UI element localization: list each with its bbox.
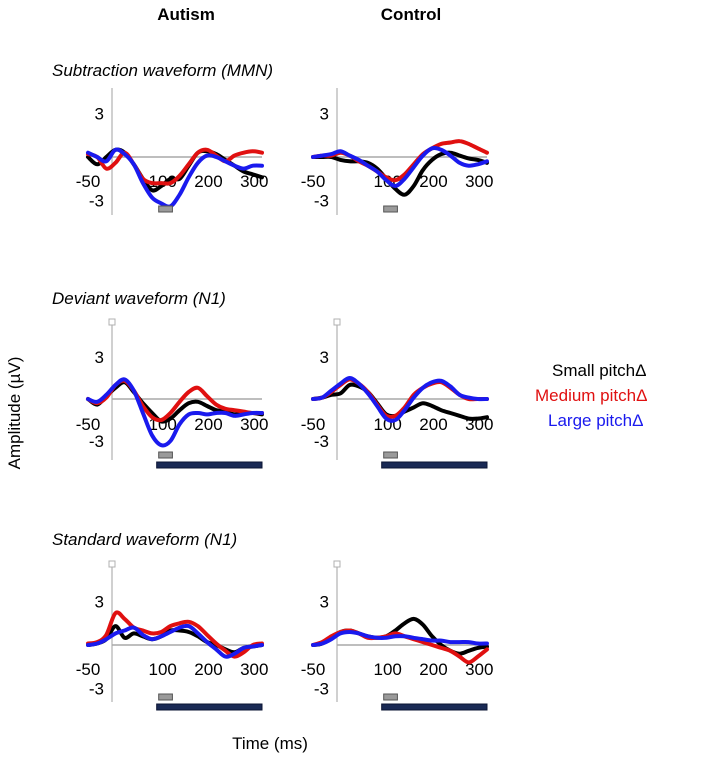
mmn-window-bar (383, 205, 398, 213)
y-tick-label: 3 (95, 593, 104, 612)
panel-control-deviant: 3-3-50 100 200 300 (301, 318, 493, 469)
x-tick-label: 200 (419, 172, 447, 191)
series-line-large (86, 377, 264, 448)
axis-handle-box (108, 560, 116, 568)
x-tick-label: 200 (194, 415, 222, 434)
y-tick-label: 3 (320, 348, 329, 367)
panel-autism-standard: 3 -3-50 100 200 300 (76, 560, 268, 711)
mmn-window-bar (383, 451, 398, 459)
y-tick-label: 3 (95, 348, 104, 367)
y-tick-label: 3 (320, 593, 329, 612)
x-tick-label: -50 (301, 660, 326, 679)
x-tick-label: 300 (465, 660, 493, 679)
y-tick-label: -3 (89, 680, 104, 699)
column-title-autism: Autism (157, 5, 215, 24)
y-tick-label: -3 (89, 192, 104, 211)
axis-handle-box (333, 560, 341, 568)
panel-control-subtraction: 3-3-50 100 200 300 (301, 88, 493, 215)
x-tick-label: 300 (240, 660, 268, 679)
series-line-medium (86, 147, 264, 186)
row-title-subtraction: Subtraction waveform (MMN) (52, 61, 273, 80)
x-tick-label: 100 (373, 660, 401, 679)
x-axis-title: Time (ms) (232, 734, 308, 753)
series-line-medium (86, 610, 264, 659)
x-tick-label: 300 (465, 172, 493, 191)
analysis-window-bar (381, 703, 488, 711)
x-tick-label: -50 (76, 660, 101, 679)
series-line-large (311, 145, 489, 188)
panel-autism-subtraction: 3-3-50 100 200 300 (76, 88, 268, 215)
y-tick-label: -3 (314, 432, 329, 451)
series-line-large (311, 376, 489, 423)
axis-handle-box (108, 318, 116, 326)
series-line-large (86, 147, 264, 209)
analysis-window-bar (381, 461, 488, 469)
y-tick-label: -3 (89, 432, 104, 451)
x-tick-label: 200 (194, 660, 222, 679)
x-tick-label: -50 (301, 415, 326, 434)
y-tick-label: 3 (95, 105, 104, 124)
mmn-window-bar (158, 205, 173, 213)
y-tick-label: -3 (314, 680, 329, 699)
y-tick-label: 3 (320, 105, 329, 124)
series-line-large (86, 623, 264, 659)
x-tick-label: -50 (301, 172, 326, 191)
mmn-window-bar (158, 451, 173, 459)
panel-autism-deviant: 3-3-50 100 200 300 (76, 318, 268, 469)
x-tick-label: 200 (419, 660, 447, 679)
analysis-window-bar (156, 703, 263, 711)
x-tick-label: -50 (76, 415, 101, 434)
row-title-deviant: Deviant waveform (N1) (52, 289, 226, 308)
y-tick-label: -3 (314, 192, 329, 211)
x-tick-label: 200 (419, 415, 447, 434)
legend-small-pitch: Small pitchΔ (552, 361, 647, 380)
legend: Small pitchΔ Medium pitchΔ Large pitchΔ (535, 361, 647, 430)
panel-control-standard: 3 -3-50 100 200 300 (301, 560, 493, 711)
mmn-window-bar (158, 693, 173, 701)
series-line-large (311, 630, 489, 647)
legend-medium-pitch: Medium pitchΔ (535, 386, 647, 405)
axis-handle-box (333, 318, 341, 326)
row-title-standard: Standard waveform (N1) (52, 530, 237, 549)
column-title-control: Control (381, 5, 441, 24)
mmn-window-bar (383, 693, 398, 701)
series-line-small (311, 150, 489, 197)
x-tick-label: 100 (148, 660, 176, 679)
y-axis-title: Amplitude (µV) (5, 357, 24, 470)
x-tick-label: 300 (240, 415, 268, 434)
x-tick-label: -50 (76, 172, 101, 191)
analysis-window-bar (156, 461, 263, 469)
x-tick-label: 200 (194, 172, 222, 191)
legend-large-pitch: Large pitchΔ (548, 411, 643, 430)
